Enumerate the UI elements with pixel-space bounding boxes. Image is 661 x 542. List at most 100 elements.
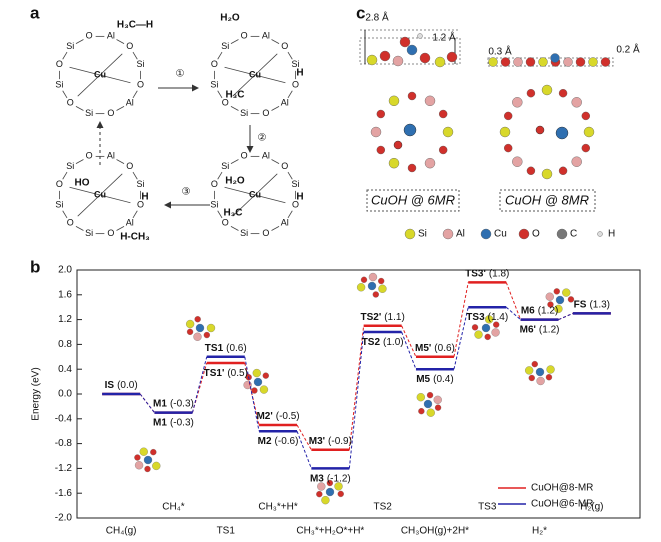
state-label: TS2' (1.1)	[361, 311, 405, 322]
state-label: M6' (1.2)	[520, 324, 560, 335]
value-label: (1.3)	[589, 299, 610, 310]
connector	[191, 362, 208, 413]
atom	[526, 88, 536, 98]
bond	[254, 53, 278, 76]
bond	[62, 210, 68, 219]
atom	[588, 57, 598, 67]
y-tick-label: 0.0	[58, 389, 72, 400]
atom	[403, 123, 417, 137]
bond	[230, 106, 239, 111]
adsorbate-label: HO	[75, 178, 90, 189]
atom	[563, 57, 573, 67]
atom	[423, 399, 433, 409]
atom-label: Al	[107, 151, 115, 161]
atom	[134, 454, 141, 461]
atom	[554, 304, 563, 314]
adsorbate-label: H₂O	[220, 13, 240, 24]
atom	[535, 125, 545, 135]
atom	[134, 461, 144, 470]
atom-label: O	[281, 161, 288, 171]
atom	[416, 393, 425, 402]
state-label: TS3' (1.8)	[465, 268, 509, 279]
state-label: TS2 (1.0)	[362, 337, 404, 348]
bond	[254, 194, 286, 204]
state-name: M5	[416, 374, 430, 385]
atom	[471, 324, 479, 331]
connector	[505, 306, 521, 320]
atom-label: O	[211, 59, 218, 69]
bond	[271, 159, 280, 164]
value-label: (0.5)	[227, 368, 248, 379]
legend-label: Si	[418, 229, 427, 240]
value-label: (1.1)	[384, 311, 405, 322]
bond	[62, 171, 68, 180]
atom	[500, 57, 511, 67]
bond	[116, 159, 125, 164]
atom-label: O	[86, 31, 93, 41]
caption-box	[499, 189, 596, 212]
atom	[433, 395, 442, 404]
molecule-image	[356, 272, 387, 298]
state-label: M2 (-0.6)	[258, 436, 299, 447]
atom	[474, 330, 483, 339]
y-tick-label: 2.0	[58, 265, 72, 276]
atom-label: Si	[55, 80, 63, 90]
bond	[254, 74, 286, 84]
atom-label: Si	[85, 228, 93, 238]
dimension-label: 0.3 Å	[488, 45, 512, 58]
bond	[287, 90, 293, 99]
value-label: (1.2)	[538, 305, 559, 316]
connector	[453, 307, 469, 370]
atom	[360, 276, 368, 283]
atom	[525, 57, 536, 67]
atom	[541, 168, 553, 180]
atom-label: Cu	[249, 189, 261, 199]
atom	[376, 145, 386, 155]
bond	[77, 194, 101, 217]
atom	[434, 56, 446, 68]
step-label: ③	[182, 187, 191, 198]
atom	[503, 143, 513, 153]
atom	[438, 109, 448, 119]
bond	[132, 51, 138, 60]
atom-label: O	[262, 228, 269, 238]
legend-label: CuOH@6-MR	[531, 499, 593, 510]
connector	[191, 356, 208, 413]
bond	[75, 39, 84, 44]
atom	[575, 57, 586, 67]
adsorbate-label: H	[141, 192, 148, 203]
state-name: M5'	[415, 342, 431, 353]
adsorbate-label: H-CH₃	[120, 232, 150, 243]
x-tick-label: CH₄*	[162, 502, 185, 513]
atom-label: Al	[262, 151, 270, 161]
y-axis-label: Energy (eV)	[31, 367, 42, 420]
bond	[287, 51, 293, 60]
atom	[541, 84, 553, 96]
value-label: (-0.3)	[170, 417, 194, 428]
value-label: (-0.9)	[328, 435, 352, 446]
caption: CuOH @ 6MR	[371, 192, 455, 207]
y-tick-label: 0.4	[58, 364, 72, 375]
value-label: (-0.6)	[275, 436, 299, 447]
atom-label: O	[222, 218, 229, 228]
y-tick-label: 1.6	[58, 289, 72, 300]
state-label: M5' (0.6)	[415, 342, 455, 353]
bond	[75, 226, 84, 231]
atom	[372, 291, 379, 298]
atom	[481, 323, 491, 333]
adsorbate-label: H₃C—H	[117, 20, 153, 31]
atom-label: Si	[210, 80, 218, 90]
state-name: M1	[153, 417, 167, 428]
atom	[512, 156, 523, 167]
legend-label: Cu	[494, 229, 507, 240]
atom	[581, 111, 591, 121]
atom-label: Si	[66, 161, 74, 171]
y-tick-label: -0.4	[55, 413, 73, 424]
bond	[69, 66, 101, 76]
connector	[348, 331, 365, 469]
atom	[321, 496, 330, 505]
atom	[546, 365, 555, 374]
atom-label: O	[241, 31, 248, 41]
bond	[232, 194, 256, 217]
state-label: FS (1.3)	[574, 299, 610, 310]
